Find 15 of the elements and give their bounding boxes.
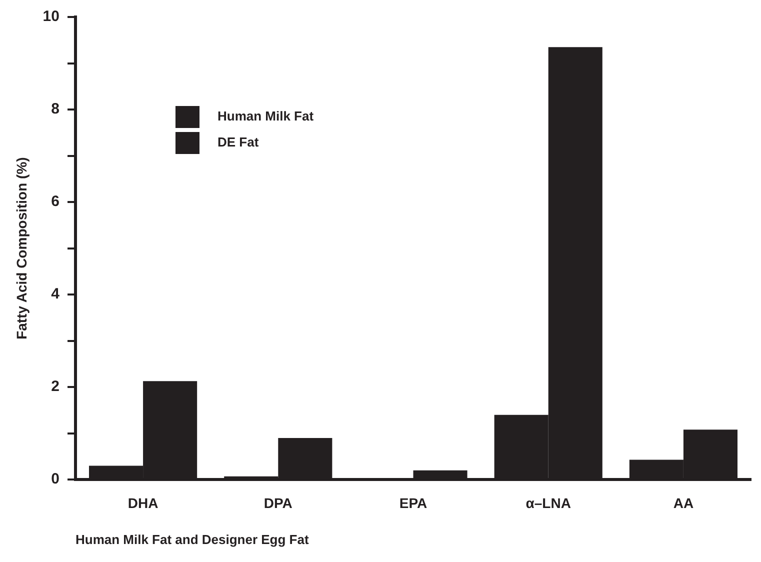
x-tick-label: α–LNA: [526, 494, 571, 511]
y-tick-label: 10: [42, 8, 60, 26]
y-tick-label: 4: [51, 286, 60, 303]
y-axis-title: Fatty Acid Composition (%): [13, 157, 30, 340]
legend-label: Human Milk Fat: [217, 108, 314, 124]
x-axis-title: Human Milk Fat and Designer Egg Fat: [75, 532, 310, 547]
x-tick-label: DHA: [128, 494, 158, 511]
x-tick-label: AA: [673, 494, 694, 511]
y-tick-label: 0: [51, 470, 60, 488]
x-tick-label: DPA: [264, 494, 292, 511]
y-tick-label: 8: [51, 100, 60, 118]
y-tick-label: 2: [51, 378, 60, 396]
y-tick-label: 6: [51, 193, 60, 210]
legend-label: DE Fat: [217, 134, 260, 150]
x-tick-label: EPA: [399, 494, 428, 511]
